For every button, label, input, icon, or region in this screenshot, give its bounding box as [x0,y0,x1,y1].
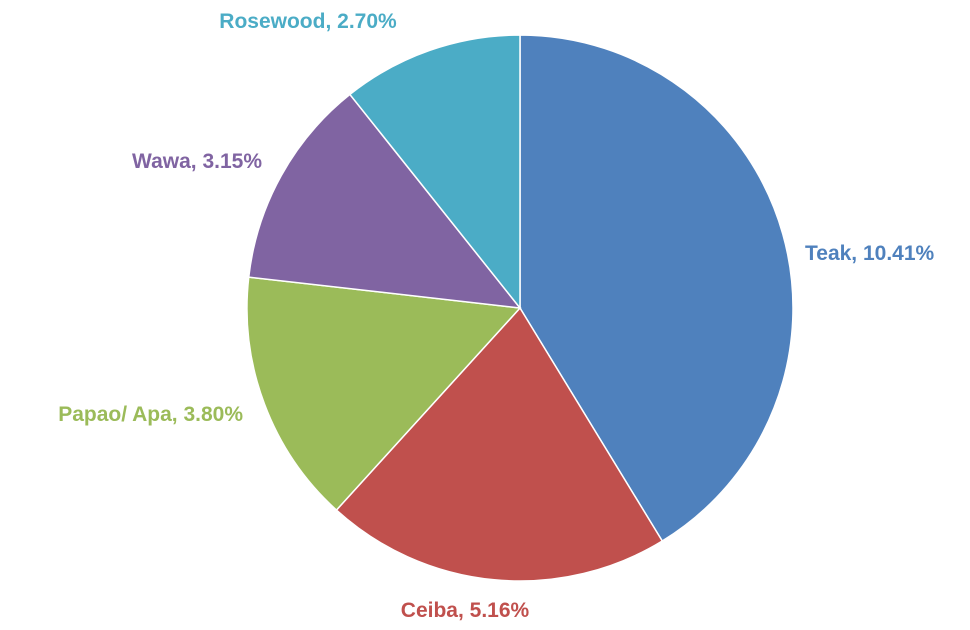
pie-slice-teak [519,34,794,543]
pie-slice-ceiba [335,306,664,582]
data-label-rosewood: Rosewood, 2.70% [219,10,397,33]
pie-slice-wawa [247,93,522,309]
data-label-wawa: Wawa, 3.15% [132,150,262,173]
pie-slices [246,34,794,582]
pie-slice-rosewood [348,34,521,311]
data-label-papao-apa: Papao/ Apa, 3.80% [58,403,243,426]
data-label-ceiba: Ceiba, 5.16% [401,599,530,622]
pie-labels: Teak, 10.41% Ceiba, 5.16% Papao/ Apa, 3.80… [58,10,934,622]
data-label-teak: Teak, 10.41% [805,242,935,265]
pie-slice-papao-apa [246,276,522,512]
